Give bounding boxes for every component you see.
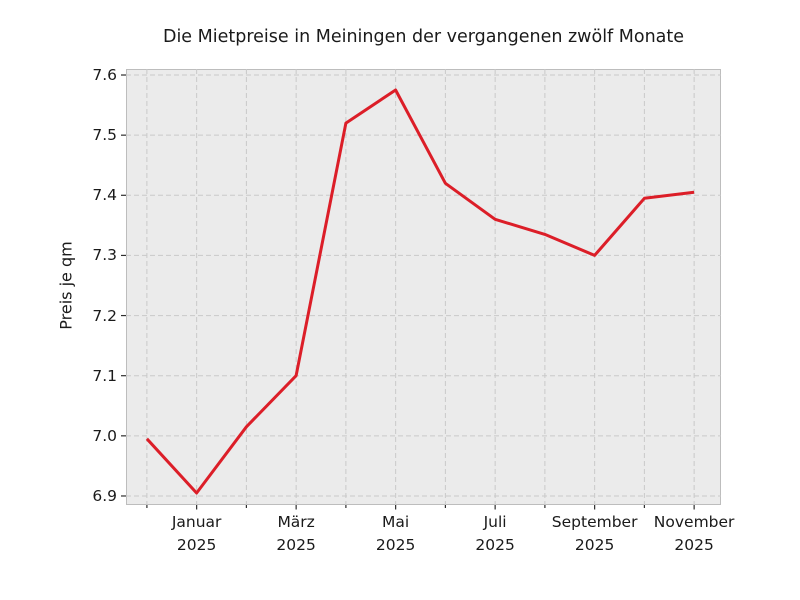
y-tick-label: 7.1 [92,366,117,385]
x-tick-label: November 2025 [624,511,764,557]
x-tick-year: 2025 [475,536,515,554]
y-tick-label: 7.4 [92,186,117,205]
x-tick-year: 2025 [574,536,615,554]
price-series-line [145,88,695,495]
x-tick-year: 2025 [276,536,316,554]
y-tick-label: 7.5 [92,126,117,145]
y-tick-label: 6.9 [92,486,117,505]
x-tick-label: September 2025 [525,511,665,557]
x-tick-label: März 2025 [226,511,366,557]
x-tick-month: Juli [483,513,507,531]
x-tick-year: 2025 [674,536,714,554]
x-tick-year: 2025 [176,536,217,554]
x-tick-month: November [653,513,735,531]
y-tick-label: 7.2 [92,306,117,325]
x-tick-month: Mai [382,513,410,531]
chart-title: Die Mietpreise in Meiningen der vergange… [162,27,685,47]
x-tick-year: 2025 [375,536,416,554]
x-tick-label: Januar 2025 [127,511,267,557]
line-chart [121,69,721,510]
y-tick-label: 7.3 [92,246,117,265]
x-tick-month: September [551,513,638,531]
x-tick-month: März [277,513,315,531]
x-tick-label: Mai 2025 [326,511,466,557]
y-axis-label: Preis je qm [56,241,76,330]
y-tick-label: 7.6 [92,66,117,84]
y-tick-label: 7.0 [92,426,117,445]
x-tick-month: Januar [171,513,222,531]
x-tick-label: Juli 2025 [425,511,565,557]
